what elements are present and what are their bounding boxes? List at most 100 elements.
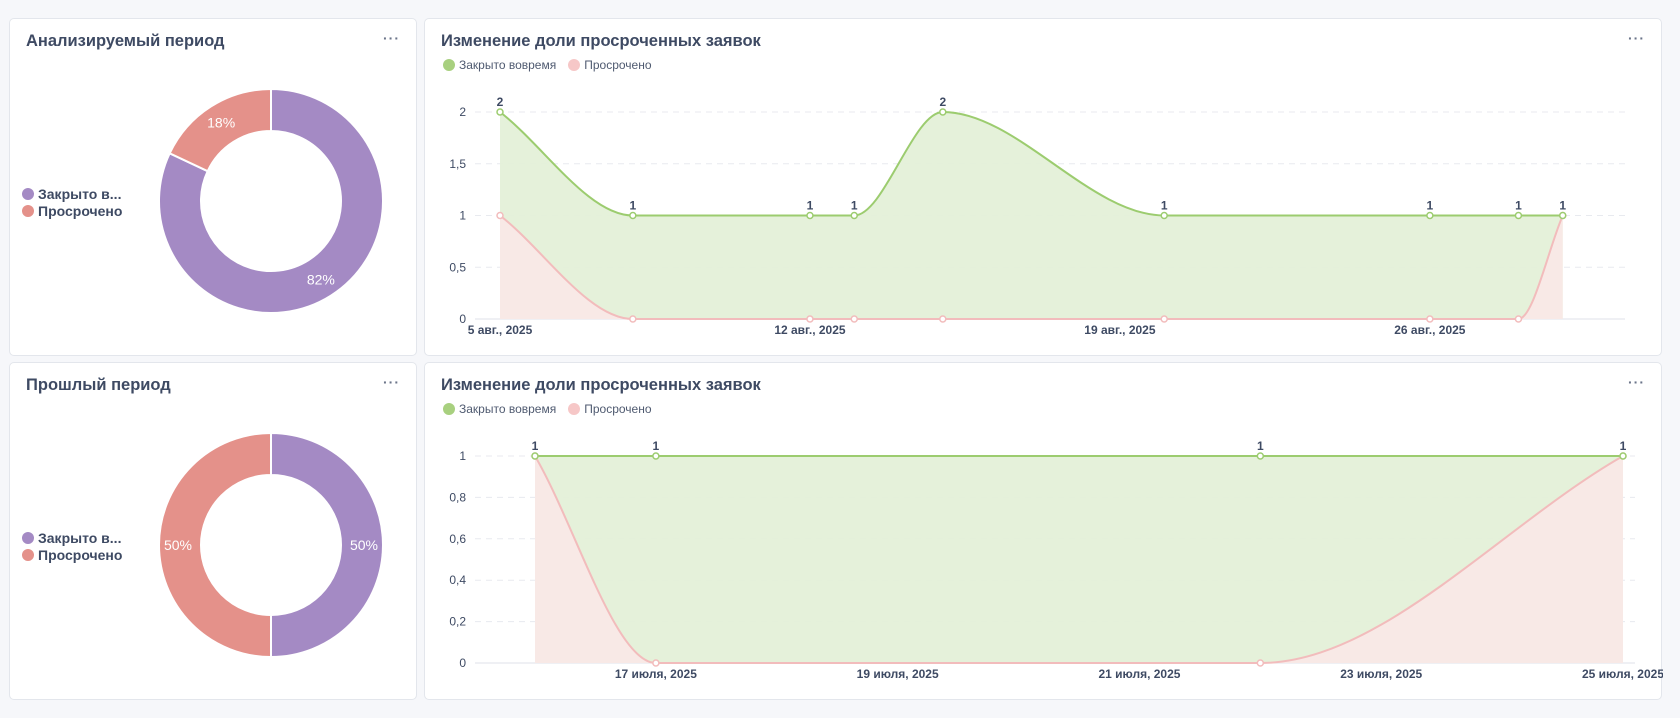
legend-item-overdue[interactable]: Просрочено xyxy=(22,546,122,563)
legend-label: Просрочено xyxy=(38,202,123,219)
y-tick-label: 1 xyxy=(459,209,466,223)
card-title: Изменение доли просроченных заявок xyxy=(441,376,761,394)
y-tick-label: 1 xyxy=(459,449,466,463)
data-point-closed xyxy=(850,211,858,220)
data-label: 2 xyxy=(939,95,946,109)
area-fill-closed xyxy=(500,112,1563,319)
donut-data-label: 18% xyxy=(207,114,235,130)
data-label: 2 xyxy=(497,95,504,109)
legend-dot-closed xyxy=(22,187,34,200)
y-tick-label: 0,6 xyxy=(449,532,466,546)
data-point-overdue xyxy=(1160,315,1168,323)
donut-slice xyxy=(270,432,384,658)
donut-legend: Закрыто в... Просрочено xyxy=(22,529,122,563)
legend-dot-closed xyxy=(22,531,34,544)
data-label: 1 xyxy=(1427,199,1434,213)
data-point-closed xyxy=(1256,452,1265,460)
legend-item-closed[interactable]: Закрыто в... xyxy=(22,185,122,202)
series-line-overdue xyxy=(499,214,1564,321)
x-tick-label: 17 июля, 2025 xyxy=(615,667,697,681)
y-tick-label: 0,2 xyxy=(449,615,466,629)
x-tick-label: 26 авг., 2025 xyxy=(1394,323,1466,337)
data-point-overdue xyxy=(1256,659,1265,667)
donut-data-label: 50% xyxy=(350,537,378,553)
donut-card-previous: Прошлый период ··· Закрыто в... Просроче… xyxy=(9,362,417,700)
x-tick-label: 25 июля, 2025 xyxy=(1582,667,1663,681)
data-point-overdue xyxy=(629,315,637,323)
y-tick-label: 2 xyxy=(459,105,466,119)
x-tick-label: 19 авг., 2025 xyxy=(1084,323,1156,337)
y-tick-label: 1,5 xyxy=(449,157,466,171)
area-fill-closed xyxy=(535,456,1623,663)
line-legend: Закрыто вовремя Просрочено xyxy=(443,402,664,416)
legend-dot-overdue xyxy=(22,548,34,561)
data-label: 1 xyxy=(1620,439,1627,453)
data-point-closed xyxy=(1426,211,1434,220)
donut-data-label: 50% xyxy=(164,537,192,553)
legend-item-overdue[interactable]: Просрочено xyxy=(568,58,652,72)
y-tick-label: 0 xyxy=(459,312,466,326)
data-point-closed xyxy=(629,211,637,220)
legend-dot-closed xyxy=(443,403,455,415)
x-tick-label: 21 июля, 2025 xyxy=(1098,667,1180,681)
data-point-closed xyxy=(531,452,539,460)
legend-label: Закрыто вовремя xyxy=(459,58,557,72)
data-label: 1 xyxy=(1257,439,1264,453)
more-options-icon[interactable]: ··· xyxy=(1628,30,1645,46)
area-fill-overdue xyxy=(535,456,1623,663)
more-options-icon[interactable]: ··· xyxy=(1628,374,1645,390)
donut-chart: 50% 50% xyxy=(158,432,384,658)
more-options-icon[interactable]: ··· xyxy=(383,30,400,46)
donut-slice xyxy=(168,88,272,173)
line-card-previous: Изменение доли просроченных заявок ··· З… xyxy=(424,362,1663,700)
data-label: 1 xyxy=(807,199,814,213)
data-point-closed xyxy=(1160,211,1168,220)
x-tick-label: 12 авг., 2025 xyxy=(774,323,846,337)
data-label: 1 xyxy=(851,199,858,213)
legend-dot-overdue xyxy=(568,59,581,71)
card-title: Анализируемый период xyxy=(26,32,225,50)
data-point-overdue xyxy=(652,659,660,667)
legend-item-closed[interactable]: Закрыто в... xyxy=(22,529,122,546)
donut-slice xyxy=(158,432,272,658)
x-tick-label: 19 июля, 2025 xyxy=(857,667,939,681)
legend-item-overdue[interactable]: Просрочено xyxy=(22,202,122,219)
donut-card-current: Анализируемый период ··· Закрыто в... Пр… xyxy=(9,18,417,356)
legend-item-closed[interactable]: Закрыто вовремя xyxy=(443,402,556,416)
area-chart: 0 0,5 1 1,5 2 2 1 1 1 2 1 1 1 1 5 авг., 2025 12 авг., 2… xyxy=(449,95,1625,337)
data-point-closed xyxy=(939,108,947,116)
donut-legend: Закрыто в... Просрочено xyxy=(22,185,122,219)
card-title: Прошлый период xyxy=(26,376,171,394)
donut-data-label: 82% xyxy=(307,272,335,288)
legend-label: Просрочено xyxy=(584,402,652,416)
legend-item-overdue[interactable]: Просрочено xyxy=(568,402,652,416)
donut-chart: 82% 18% xyxy=(158,88,384,314)
area-chart: 0 0,2 0,4 0,6 0,8 1 1 1 1 1 17 июля, 2025 19 июля, … xyxy=(449,439,1663,681)
legend-label: Просрочено xyxy=(584,58,652,72)
data-label: 1 xyxy=(629,199,636,213)
data-label: 1 xyxy=(1515,199,1522,213)
legend-item-closed[interactable]: Закрыто вовремя xyxy=(443,58,556,72)
data-point-closed xyxy=(652,452,660,460)
legend-label: Просрочено xyxy=(38,546,123,563)
card-title: Изменение доли просроченных заявок xyxy=(441,32,761,50)
data-point-overdue xyxy=(850,315,858,323)
donut-slice xyxy=(158,88,384,314)
data-label: 1 xyxy=(532,439,539,453)
data-point-closed xyxy=(1558,211,1567,220)
data-point-overdue xyxy=(1426,315,1434,323)
data-point-overdue xyxy=(1514,315,1523,323)
legend-dot-closed xyxy=(443,59,455,71)
data-label: 1 xyxy=(1161,199,1168,213)
data-label: 1 xyxy=(1559,199,1566,213)
data-point-closed xyxy=(496,108,504,116)
data-point-closed xyxy=(1619,452,1627,460)
more-options-icon[interactable]: ··· xyxy=(383,374,400,390)
series-line-overdue xyxy=(534,455,1624,664)
data-point-overdue xyxy=(806,315,814,323)
y-tick-label: 0,5 xyxy=(449,260,466,274)
y-tick-label: 0,8 xyxy=(449,490,466,504)
data-point-overdue xyxy=(939,315,947,323)
y-tick-label: 0 xyxy=(459,656,466,670)
legend-label: Закрыто в... xyxy=(38,529,122,546)
